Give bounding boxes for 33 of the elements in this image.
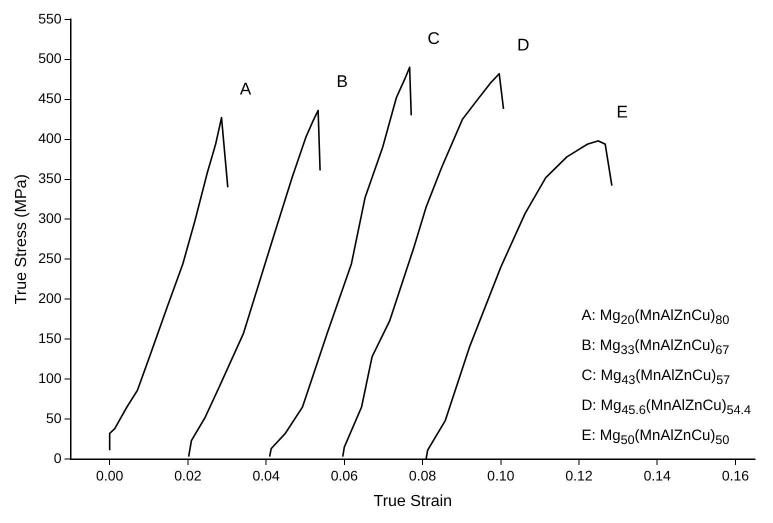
x-tick-label: 0.08	[408, 467, 436, 484]
annotation: D: Mg$_{45.6}$(MnAlZnCu)$_{54.4}$	[581, 396, 751, 419]
y-tick-label: 250	[38, 250, 62, 266]
y-tick-label: 400	[38, 130, 62, 146]
y-tick-label: 100	[38, 370, 62, 386]
x-axis-title: True Strain	[374, 492, 452, 510]
y-tick-label: 500	[38, 50, 62, 66]
y-tick-label: 300	[38, 210, 62, 226]
annotation: B: Mg$_{33}$(MnAlZnCu)$_{67}$	[581, 336, 730, 359]
y-axis-title: True Stress (MPa)	[13, 174, 30, 304]
y-tick-label: 200	[38, 290, 62, 306]
x-tick-label: 0.12	[565, 467, 593, 484]
x-tick-label: 0.00	[96, 467, 124, 484]
y-tick-label: 450	[38, 90, 62, 106]
x-tick-label: 0.16	[722, 467, 750, 484]
x-tick-label: 0.04	[252, 467, 280, 484]
x-tick-label: 0.06	[330, 467, 358, 484]
series-label: B	[336, 72, 348, 92]
y-tick-label: 50	[46, 410, 62, 426]
series-label: E	[616, 102, 628, 122]
annotation: A: Mg$_{20}$(MnAlZnCu)$_{80}$	[581, 306, 730, 329]
y-tick-label: 350	[38, 170, 62, 186]
x-tick-label: 0.14	[644, 467, 672, 484]
annotation: E: Mg$_{50}$(MnAlZnCu)$_{50}$	[581, 426, 730, 449]
x-tick-label: 0.10	[487, 467, 515, 484]
x-tick-label: 0.02	[174, 467, 202, 484]
y-tick-label: 150	[38, 330, 62, 346]
series-label: D	[517, 35, 530, 54]
y-tick-label: 0	[54, 450, 62, 466]
annotation: C: Mg$_{43}$(MnAlZnCu)$_{57}$	[581, 366, 732, 389]
series-label: A	[240, 79, 252, 98]
y-tick-label: 550	[38, 10, 62, 26]
series-label: C	[428, 29, 440, 48]
